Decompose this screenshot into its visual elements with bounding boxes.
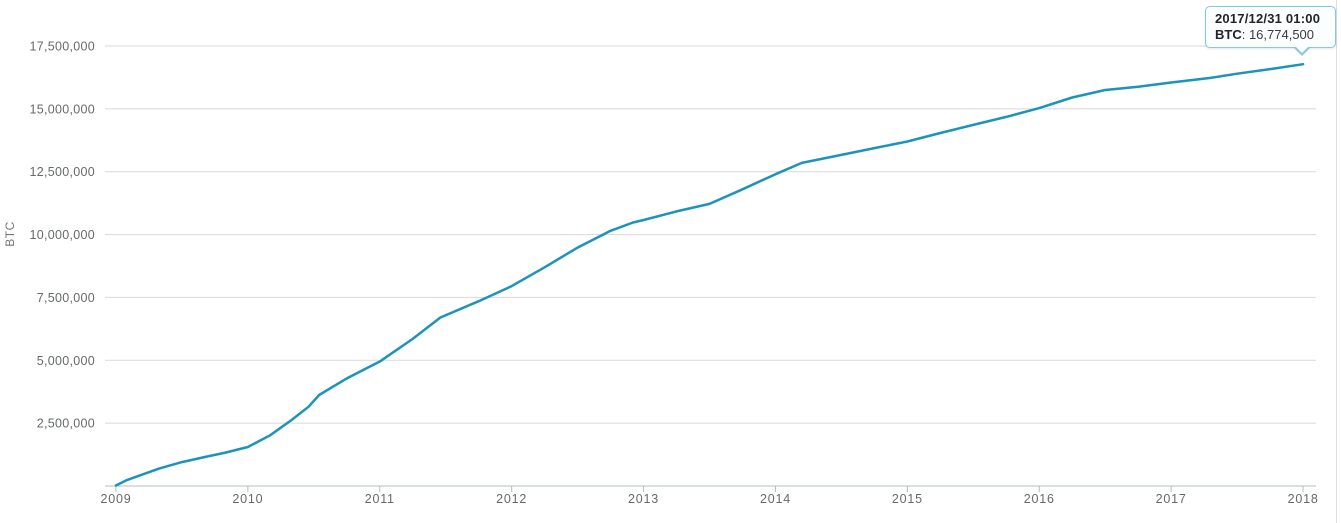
tooltip-value-row: BTC: 16,774,500 [1215,27,1327,43]
y-axis-title: BTC [3,221,17,247]
tooltip-value: 16,774,500 [1248,27,1315,42]
x-tick-label: 2015 [892,492,923,506]
series-line[interactable] [114,62,1305,487]
y-tick-label: 15,000,000 [29,102,95,116]
x-tick-label: 2018 [1288,492,1319,506]
y-tick-label: 12,500,000 [29,165,95,179]
x-tick-label: 2010 [232,492,263,506]
x-tick-label: 2009 [100,492,131,506]
tooltip-series-label: BTC [1215,27,1242,42]
x-tick-label: 2013 [628,492,659,506]
x-tick-label: 2011 [365,492,395,506]
y-tick-label: 17,500,000 [29,40,95,54]
x-tick-label: 2012 [496,492,527,506]
y-tick-label: 2,500,000 [37,417,95,431]
tooltip-datetime: 2017/12/31 01:00 [1215,11,1321,26]
x-tick-label: 2017 [1156,492,1187,506]
tooltip-arrow-fill [1295,45,1309,53]
y-tick-label: 5,000,000 [37,354,95,368]
y-tick-label: 7,500,000 [37,291,95,305]
x-tick-label: 2016 [1024,492,1055,506]
tooltip-separator: : [1241,27,1249,42]
x-tick-label: 2014 [760,492,791,506]
y-tick-label: 10,000,000 [29,228,95,242]
chart-right-border [1336,0,1337,523]
chart-tooltip: 2017/12/31 01:00 BTC: 16,774,500 [1205,6,1336,56]
